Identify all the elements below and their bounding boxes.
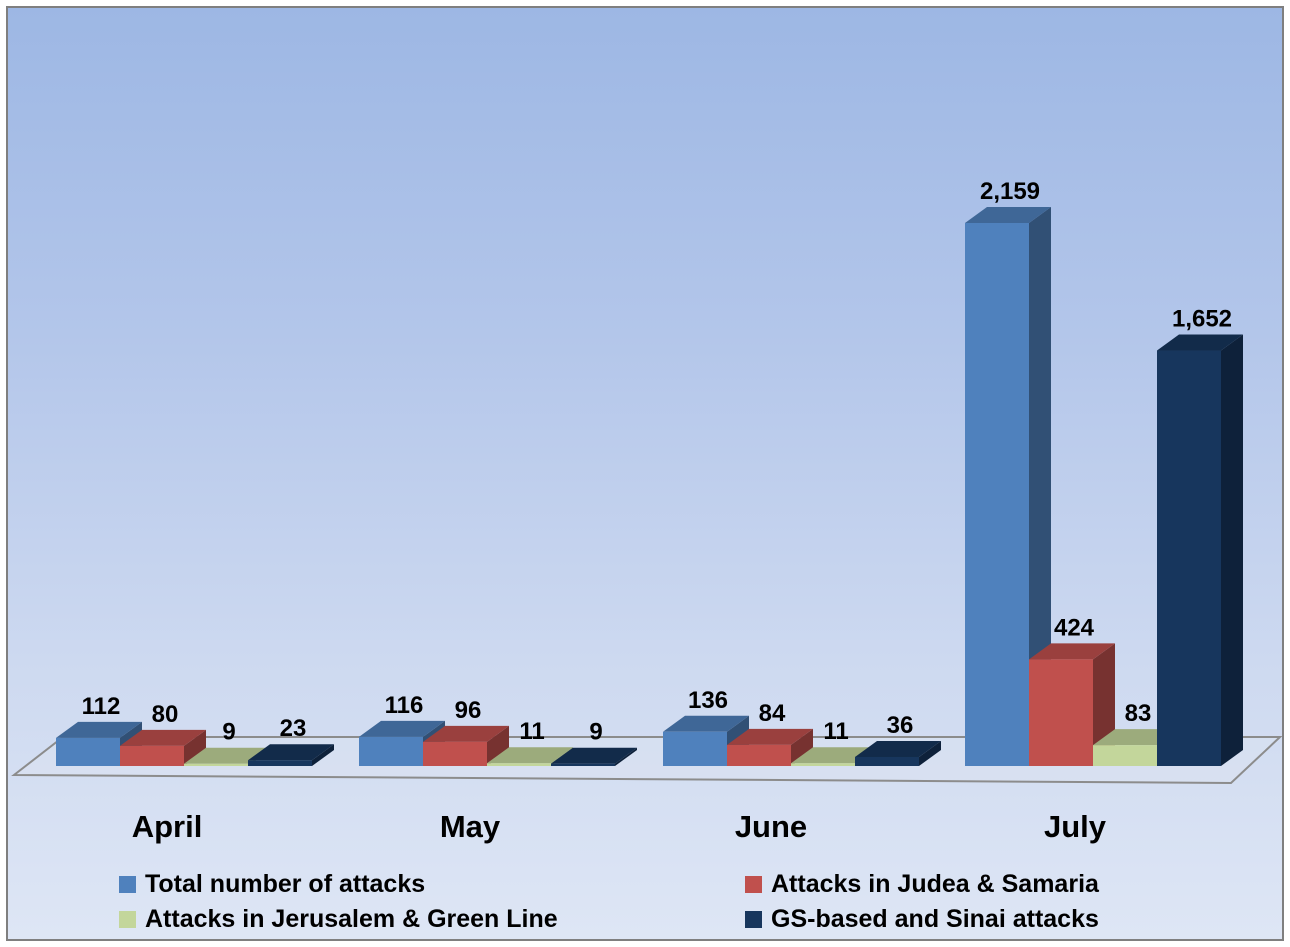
bar-gs-based-and-sinai-attacks-april <box>248 744 334 766</box>
data-label-total-number-of-attacks-may: 116 <box>385 692 424 719</box>
x-tick-label-april: April <box>132 809 203 844</box>
data-label-attacks-in-jerusalem-green-line-july: 83 <box>1125 700 1152 727</box>
data-label-gs-based-and-sinai-attacks-june: 36 <box>887 712 914 739</box>
category-labels-group: April May June July <box>132 809 1107 844</box>
data-label-total-number-of-attacks-july: 2,159 <box>980 178 1040 205</box>
data-label-attacks-in-judea-samaria-april: 80 <box>152 701 179 728</box>
bars-group <box>56 207 1243 766</box>
data-label-gs-based-and-sinai-attacks-may: 9 <box>589 719 602 746</box>
bar-total-number-of-attacks-july <box>965 207 1051 766</box>
bar-total-number-of-attacks-may <box>359 720 445 766</box>
bar-gs-based-and-sinai-attacks-june <box>855 740 941 766</box>
data-label-gs-based-and-sinai-attacks-july: 1,652 <box>1172 306 1232 333</box>
bar-attacks-in-judea-samaria-june <box>727 728 813 766</box>
x-tick-label-july: July <box>1044 809 1107 844</box>
bar-attacks-in-judea-samaria-may <box>423 725 509 766</box>
value-labels-group: 112 80 9 23 116 96 11 9 136 84 11 36 2,159 424 83 1,652 <box>82 178 1232 746</box>
data-label-total-number-of-attacks-april: 112 <box>82 693 121 720</box>
bar-gs-based-and-sinai-attacks-may <box>551 747 637 766</box>
data-label-gs-based-and-sinai-attacks-april: 23 <box>280 715 307 742</box>
data-label-attacks-in-jerusalem-green-line-may: 11 <box>519 718 544 745</box>
data-label-attacks-in-jerusalem-green-line-april: 9 <box>222 719 235 746</box>
data-label-attacks-in-judea-samaria-june: 84 <box>759 700 786 727</box>
chart-canvas: 112 80 9 23 116 96 11 9 136 84 11 36 2,159 424 83 1,652… <box>11 178 1282 844</box>
bar-attacks-in-judea-samaria-april <box>120 729 206 766</box>
chart-area: 112 80 9 23 116 96 11 9 136 84 11 36 2,159 424 83 1,652… <box>6 6 1284 941</box>
x-tick-label-june: June <box>735 809 807 844</box>
data-label-attacks-in-judea-samaria-july: 424 <box>1054 614 1095 641</box>
data-label-total-number-of-attacks-june: 136 <box>688 687 728 714</box>
x-tick-label-may: May <box>440 809 501 844</box>
bar-gs-based-and-sinai-attacks-july <box>1157 334 1243 766</box>
data-label-attacks-in-judea-samaria-may: 96 <box>455 697 482 724</box>
data-label-attacks-in-jerusalem-green-line-june: 11 <box>823 718 848 745</box>
bar-total-number-of-attacks-april <box>56 721 142 766</box>
